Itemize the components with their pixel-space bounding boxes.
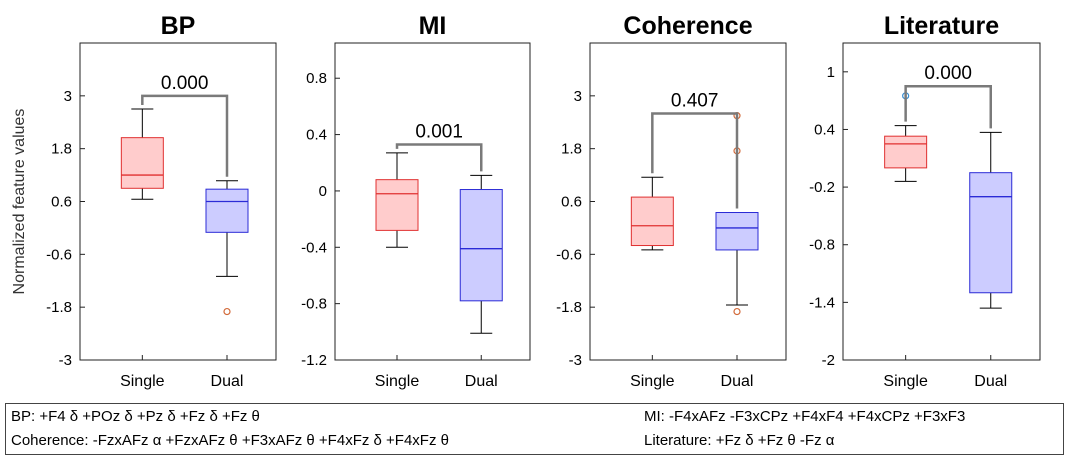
- panel-title: BP: [161, 12, 196, 40]
- box-dual: [715, 212, 759, 251]
- y-tick-label: 0.4: [306, 127, 327, 144]
- y-tick-label: -3: [59, 352, 72, 369]
- box-single: [375, 179, 419, 231]
- significance-bracket: [904, 84, 992, 129]
- y-tick-label: 0.6: [51, 194, 72, 211]
- legend-literature: Literature: +Fz δ +Fz θ -Fz α: [644, 432, 835, 449]
- y-tick-label: 0.6: [561, 194, 582, 211]
- panel-title: Coherence: [623, 12, 752, 40]
- box-single: [120, 137, 164, 189]
- y-tick-label: 1.8: [51, 141, 72, 158]
- p-value-label: 0.000: [161, 73, 209, 94]
- plot-frame: [334, 42, 531, 361]
- y-tick-label: 0.8: [306, 70, 327, 87]
- legend-coherence: Coherence: -FzxAFz α +FzxAFz θ +F3xAFz θ…: [11, 432, 449, 449]
- x-tick-label: Single: [120, 373, 165, 390]
- significance-bracket: [395, 143, 483, 172]
- y-tick-label: 3: [64, 88, 72, 105]
- p-value-label: 0.407: [671, 90, 719, 111]
- x-tick-label: Single: [630, 373, 675, 390]
- p-value-label: 0.000: [924, 63, 972, 84]
- significance-bracket: [651, 112, 739, 209]
- y-tick-label: -0.8: [809, 237, 835, 254]
- x-tick-label: Dual: [465, 373, 498, 390]
- y-tick-label: -0.6: [556, 246, 582, 263]
- box-dual: [205, 188, 249, 233]
- p-value-label: 0.001: [415, 121, 463, 142]
- outlier-point: [733, 307, 741, 316]
- y-tick-label: -2: [822, 352, 835, 369]
- x-tick-label: Single: [883, 373, 928, 390]
- legend-box: BP: +F4 δ +POz δ +Pz δ +Fz δ +Fz θ Coher…: [5, 403, 1064, 455]
- x-tick-label: Dual: [974, 373, 1007, 390]
- panel-title: MI: [419, 12, 447, 40]
- y-tick-label: 1: [827, 64, 835, 81]
- outlier-point: [223, 307, 231, 316]
- legend-bp: BP: +F4 δ +POz δ +Pz δ +Fz δ +Fz θ: [11, 408, 260, 425]
- box-dual: [459, 189, 503, 302]
- y-tick-label: -1.8: [46, 299, 72, 316]
- box-dual: [969, 172, 1013, 294]
- box-single: [630, 196, 674, 247]
- y-tick-label: 0: [319, 183, 327, 200]
- y-tick-label: -3: [569, 352, 582, 369]
- plot-frame: [842, 42, 1041, 361]
- y-tick-label: -1.8: [556, 299, 582, 316]
- box-single: [884, 135, 928, 169]
- y-axis-label: Normalized feature values: [11, 109, 28, 295]
- legend-mi: MI: -F4xAFz -F3xCPz +F4xF4 +F4xCPz +F3xF…: [644, 408, 966, 425]
- x-tick-label: Dual: [721, 373, 754, 390]
- y-tick-label: 1.8: [561, 141, 582, 158]
- significance-bracket: [141, 94, 229, 177]
- y-tick-label: -0.6: [46, 246, 72, 263]
- x-tick-label: Dual: [211, 373, 244, 390]
- y-tick-label: -1.2: [301, 352, 327, 369]
- y-tick-label: 3: [574, 88, 582, 105]
- panel-title: Literature: [884, 12, 999, 40]
- y-tick-label: 0.4: [814, 121, 835, 138]
- y-tick-label: -1.4: [809, 294, 835, 311]
- x-tick-label: Single: [375, 373, 420, 390]
- y-tick-label: -0.4: [301, 239, 327, 256]
- y-tick-label: -0.8: [301, 296, 327, 313]
- y-tick-label: -0.2: [809, 179, 835, 196]
